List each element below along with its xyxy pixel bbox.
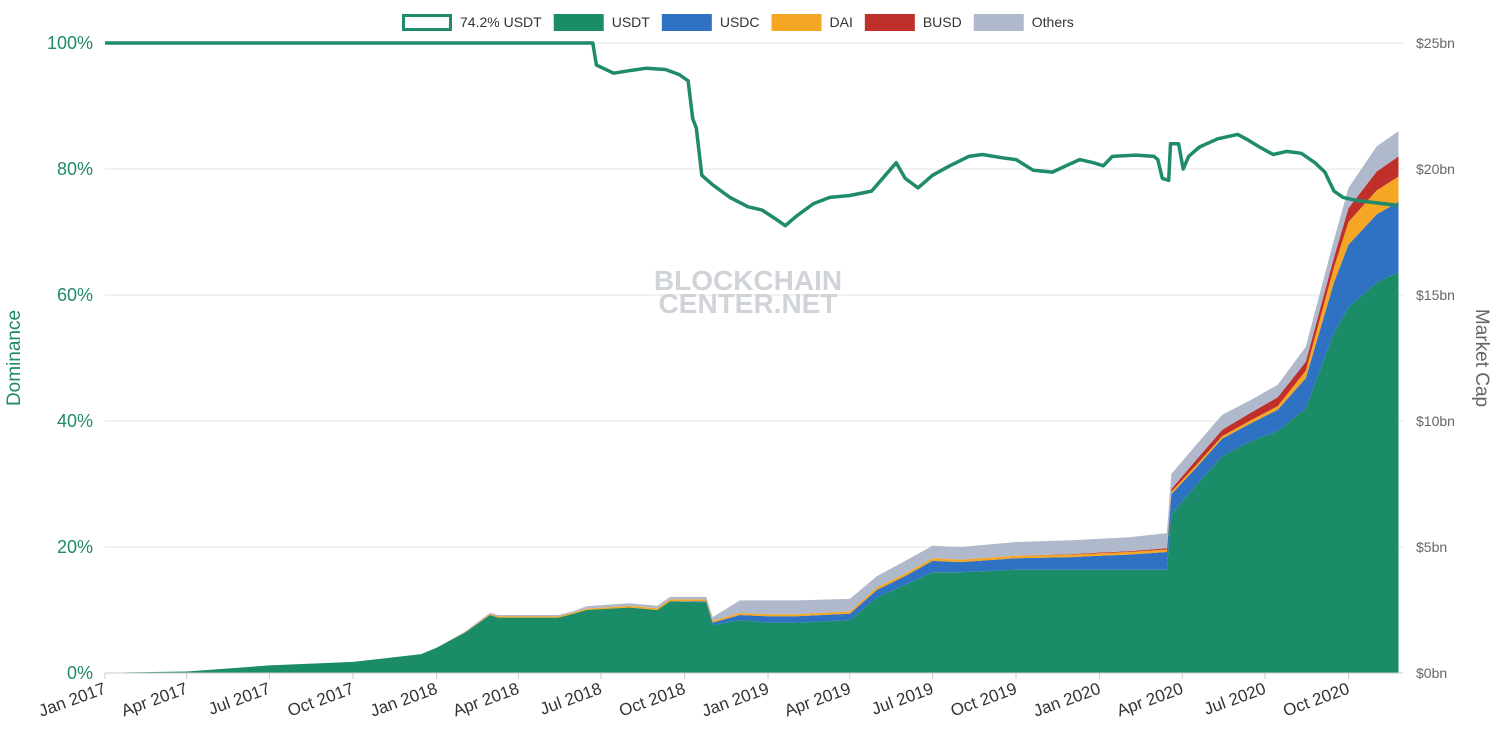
x-tick-label: Jul 2020 bbox=[1201, 679, 1268, 719]
legend-swatch bbox=[402, 14, 452, 31]
x-tick-label: Jul 2018 bbox=[537, 679, 604, 719]
legend-item-0[interactable]: 74.2% USDT bbox=[402, 14, 543, 31]
right-tick-label: $20bn bbox=[1416, 161, 1455, 177]
left-tick-label: 100% bbox=[47, 33, 93, 53]
x-tick-label: Jul 2019 bbox=[869, 679, 936, 719]
x-tick-label: Jan 2017 bbox=[36, 679, 108, 721]
legend-label: DAI bbox=[830, 14, 853, 30]
left-tick-label: 0% bbox=[67, 663, 93, 683]
legend-swatch bbox=[973, 14, 1024, 31]
x-tick-label: Oct 2018 bbox=[617, 679, 688, 720]
right-y-ticks: $0bn $5bn $10bn $15bn $20bn $25bn bbox=[1416, 35, 1455, 681]
legend-item-3[interactable]: DAI bbox=[771, 14, 853, 31]
legend-swatch bbox=[771, 14, 822, 31]
dominance-line-layer bbox=[105, 41, 1399, 228]
x-tick-label: Oct 2019 bbox=[948, 679, 1019, 720]
legend-item-2[interactable]: USDC bbox=[661, 14, 760, 31]
left-axis-title: Dominance bbox=[4, 310, 25, 406]
left-tick-label: 60% bbox=[57, 285, 93, 305]
right-axis-title: Market Cap bbox=[1471, 309, 1492, 407]
left-tick-label: 20% bbox=[57, 537, 93, 557]
legend-label: 74.2% USDT bbox=[460, 14, 542, 30]
x-tick-label: Oct 2017 bbox=[285, 679, 356, 720]
left-y-ticks: 0% 20% 40% 60% 80% 100% bbox=[47, 33, 93, 683]
legend-item-4[interactable]: BUSD bbox=[864, 14, 962, 31]
x-ticks: Jan 2017 Apr 2017 Jul 2017 Oct 2017 Jan 2018… bbox=[36, 673, 1352, 721]
legend: 74.2% USDT USDT USDC DAI BUSD Others bbox=[402, 14, 1074, 31]
x-tick-label: Apr 2019 bbox=[782, 679, 853, 720]
right-tick-label: $25bn bbox=[1416, 35, 1455, 51]
legend-label: USDT bbox=[612, 14, 651, 30]
x-tick-label: Jan 2018 bbox=[368, 679, 440, 721]
left-tick-label: 80% bbox=[57, 159, 93, 179]
x-tick-label: Jan 2019 bbox=[699, 679, 771, 721]
right-tick-label: $15bn bbox=[1416, 287, 1455, 303]
x-tick-label: Apr 2017 bbox=[119, 679, 190, 720]
legend-item-1[interactable]: USDT bbox=[553, 14, 651, 31]
legend-swatch bbox=[864, 14, 915, 31]
legend-swatch bbox=[553, 14, 604, 31]
right-tick-label: $10bn bbox=[1416, 413, 1455, 429]
stacked-areas bbox=[105, 131, 1399, 673]
x-tick-label: Jan 2020 bbox=[1031, 679, 1103, 721]
area-usdt bbox=[105, 272, 1399, 673]
legend-label: BUSD bbox=[923, 14, 962, 30]
legend-label: Others bbox=[1032, 14, 1074, 30]
x-tick-label: Jul 2017 bbox=[206, 679, 273, 719]
watermark-line-1: BLOCKCHAIN bbox=[654, 265, 842, 296]
watermark: BLOCKCHAIN CENTER.NET bbox=[654, 265, 842, 319]
legend-swatch bbox=[661, 14, 712, 31]
dominance-line bbox=[105, 41, 1399, 228]
right-tick-label: $5bn bbox=[1416, 539, 1447, 555]
x-tick-label: Apr 2018 bbox=[450, 679, 521, 720]
x-tick-label: Oct 2020 bbox=[1281, 679, 1352, 720]
legend-label: USDC bbox=[720, 14, 760, 30]
right-tick-label: $0bn bbox=[1416, 665, 1447, 681]
x-tick-label: Apr 2020 bbox=[1114, 679, 1185, 720]
watermark-line-2: CENTER.NET bbox=[659, 288, 838, 319]
legend-item-5[interactable]: Others bbox=[973, 14, 1074, 31]
left-tick-label: 40% bbox=[57, 411, 93, 431]
